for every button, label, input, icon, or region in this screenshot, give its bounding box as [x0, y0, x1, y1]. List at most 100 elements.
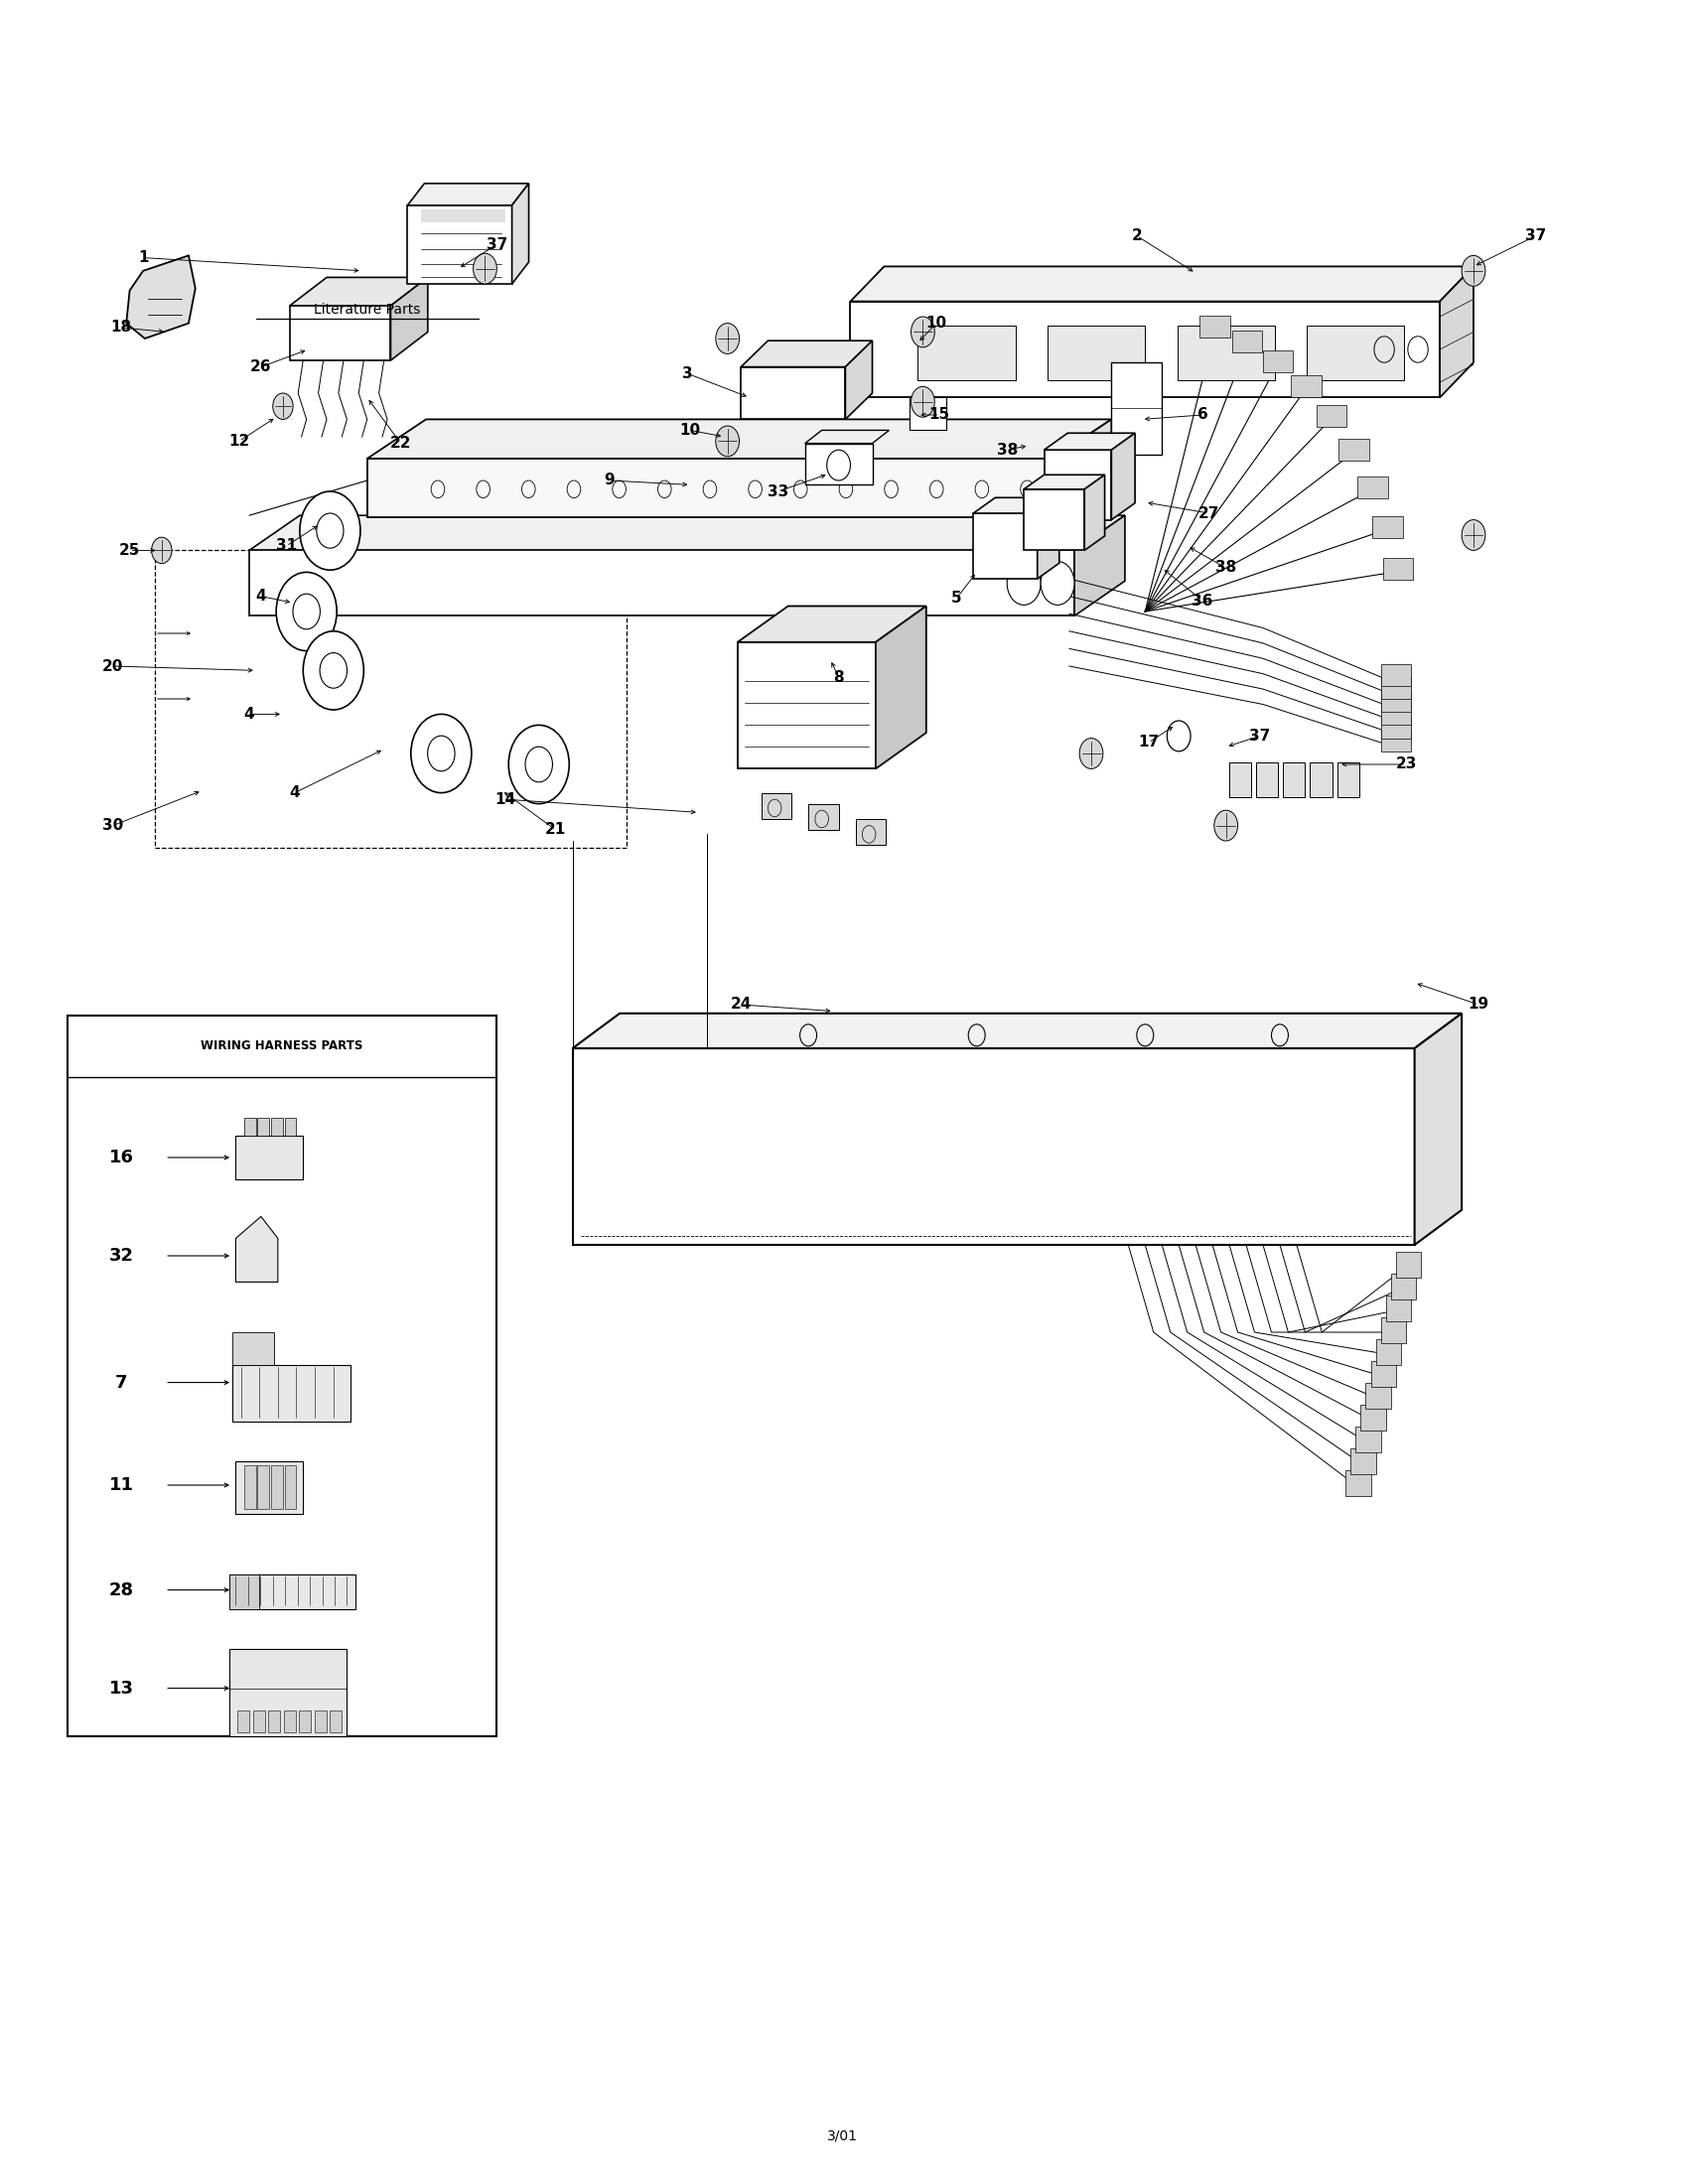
Bar [918, 325, 1015, 380]
Bar [1356, 1426, 1381, 1452]
Text: 12: 12 [229, 435, 249, 448]
Polygon shape [1052, 419, 1111, 518]
Bar [1357, 476, 1388, 498]
Bar [1371, 1361, 1396, 1387]
Polygon shape [741, 367, 845, 419]
Polygon shape [1415, 1013, 1462, 1245]
Polygon shape [1044, 432, 1135, 450]
Polygon shape [367, 419, 1111, 459]
Circle shape [911, 387, 935, 417]
Polygon shape [738, 605, 926, 642]
Polygon shape [805, 443, 872, 485]
Text: 3/01: 3/01 [827, 2129, 857, 2143]
Bar [421, 210, 505, 223]
Text: 18: 18 [111, 321, 131, 334]
Polygon shape [805, 430, 889, 443]
Circle shape [152, 537, 172, 563]
Bar [1177, 325, 1275, 380]
Circle shape [473, 253, 497, 284]
Bar [253, 1710, 264, 1732]
Polygon shape [1037, 498, 1059, 579]
Bar [1339, 439, 1369, 461]
Polygon shape [845, 341, 872, 419]
Bar [1346, 1470, 1371, 1496]
Polygon shape [1074, 515, 1125, 616]
Polygon shape [408, 205, 512, 284]
Bar [1381, 729, 1411, 751]
Text: 9: 9 [605, 474, 615, 487]
Text: 16: 16 [109, 1149, 133, 1166]
Text: 19: 19 [1468, 998, 1489, 1011]
Bar [1381, 664, 1411, 686]
Text: 14: 14 [495, 793, 515, 806]
Text: 37: 37 [1526, 229, 1546, 242]
Bar [1372, 515, 1403, 537]
Polygon shape [126, 256, 195, 339]
Circle shape [1462, 520, 1485, 550]
Bar [1233, 330, 1263, 352]
Text: 21: 21 [546, 823, 566, 836]
Bar [232, 1332, 274, 1365]
Polygon shape [741, 341, 872, 367]
Polygon shape [1440, 266, 1474, 397]
Text: 6: 6 [1197, 408, 1207, 422]
Polygon shape [876, 605, 926, 769]
Bar [761, 793, 791, 819]
Bar [1396, 1251, 1421, 1278]
Text: 37: 37 [1250, 729, 1270, 743]
Text: WIRING HARNESS PARTS: WIRING HARNESS PARTS [200, 1040, 364, 1053]
Polygon shape [850, 301, 1440, 397]
Text: 22: 22 [391, 437, 411, 450]
Text: 33: 33 [768, 485, 788, 498]
Circle shape [317, 513, 344, 548]
Polygon shape [850, 266, 1474, 301]
Bar [236, 1136, 303, 1179]
Bar [283, 1710, 296, 1732]
Bar [1263, 352, 1293, 373]
Polygon shape [290, 306, 391, 360]
Bar [1381, 716, 1411, 738]
Polygon shape [367, 459, 1052, 518]
Text: 7: 7 [115, 1374, 128, 1391]
Circle shape [320, 653, 347, 688]
Polygon shape [1044, 450, 1111, 520]
Bar [244, 1118, 256, 1136]
Text: 30: 30 [103, 819, 123, 832]
Text: 8: 8 [834, 670, 844, 684]
Polygon shape [1084, 474, 1105, 550]
Bar [1047, 325, 1145, 380]
Polygon shape [512, 183, 529, 284]
Text: 11: 11 [109, 1476, 133, 1494]
Bar [330, 1710, 342, 1732]
Bar [244, 1465, 256, 1509]
Bar [1381, 677, 1411, 699]
Text: 23: 23 [1396, 758, 1416, 771]
Text: 27: 27 [1199, 507, 1219, 520]
Bar [1361, 1404, 1386, 1431]
Text: 32: 32 [109, 1247, 133, 1265]
Circle shape [1167, 721, 1191, 751]
Bar [1381, 1317, 1406, 1343]
Text: 36: 36 [1192, 594, 1212, 607]
Bar [1337, 762, 1359, 797]
Text: 13: 13 [109, 1679, 133, 1697]
Text: 4: 4 [290, 786, 300, 799]
Bar [236, 1461, 303, 1514]
Circle shape [509, 725, 569, 804]
Bar [229, 1575, 259, 1610]
Circle shape [293, 594, 320, 629]
Bar [229, 1649, 347, 1736]
Text: Literature Parts: Literature Parts [313, 304, 421, 317]
Circle shape [300, 491, 360, 570]
Circle shape [525, 747, 552, 782]
Polygon shape [573, 1048, 1415, 1245]
Bar [1317, 406, 1347, 428]
Bar [1199, 317, 1229, 339]
Text: 37: 37 [487, 238, 507, 251]
Polygon shape [249, 550, 1074, 616]
Text: 38: 38 [1216, 561, 1236, 574]
Text: 4: 4 [244, 708, 254, 721]
Circle shape [1041, 561, 1074, 605]
Text: 2: 2 [1132, 229, 1142, 242]
Polygon shape [973, 513, 1037, 579]
